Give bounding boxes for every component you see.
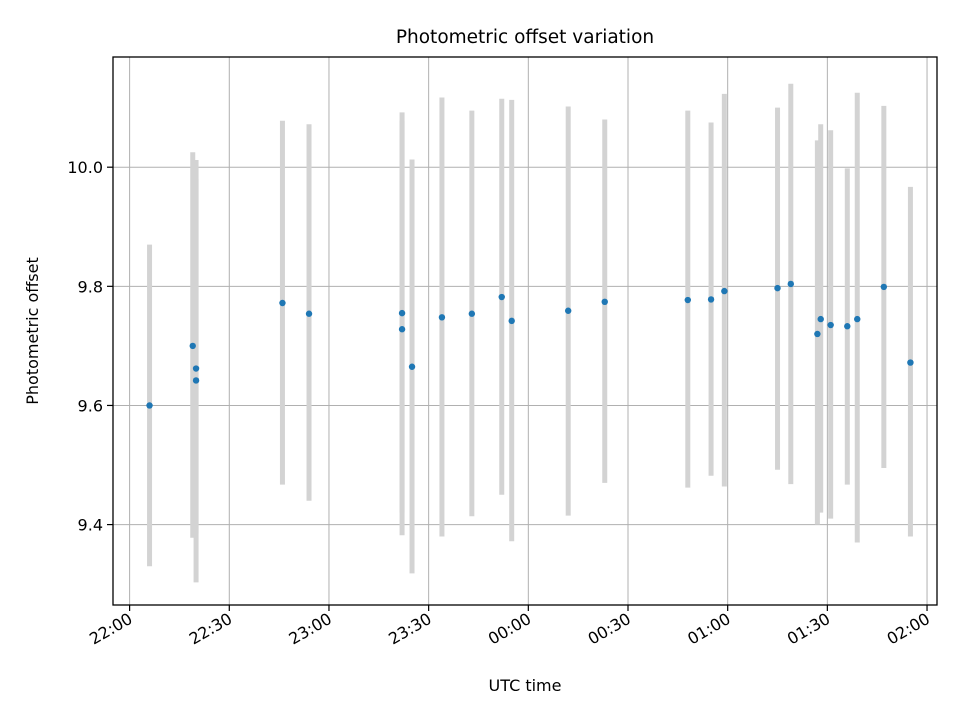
data-point [408,363,416,370]
data-point [192,377,200,384]
y-tick-label: 10.0 [67,158,103,177]
data-point [468,310,476,317]
y-axis-label: Photometric offset [23,257,42,405]
data-point [787,280,795,288]
y-tick-label: 9.4 [78,516,103,535]
data-point [398,326,406,333]
data-point [774,284,781,292]
data-point [279,299,286,307]
data-point [508,317,515,325]
data-point [814,330,821,338]
data-point [684,296,692,304]
data-point [817,315,824,323]
data-point [564,307,572,314]
data-point [844,323,851,330]
data-point [438,314,446,321]
y-tick-label: 9.6 [78,396,103,415]
data-point [189,342,196,350]
data-point [498,293,505,301]
y-axis: 9.4 9.6 9.8 10.0 [67,158,113,535]
x-axis-label: UTC time [489,676,562,695]
data-point [854,315,861,323]
grid [113,57,937,605]
y-tick-label: 9.8 [78,277,103,296]
chart-title: Photometric offset variation [396,27,654,48]
data-points [146,280,914,409]
data-point [880,283,888,291]
data-point [721,287,728,295]
data-point [398,309,406,317]
data-point [601,298,608,306]
data-point [827,321,834,329]
data-point [192,365,200,372]
data-point [907,359,914,366]
data-point [305,310,313,317]
plot-frame [112,56,938,606]
data-point [707,296,715,303]
data-point [146,402,153,409]
